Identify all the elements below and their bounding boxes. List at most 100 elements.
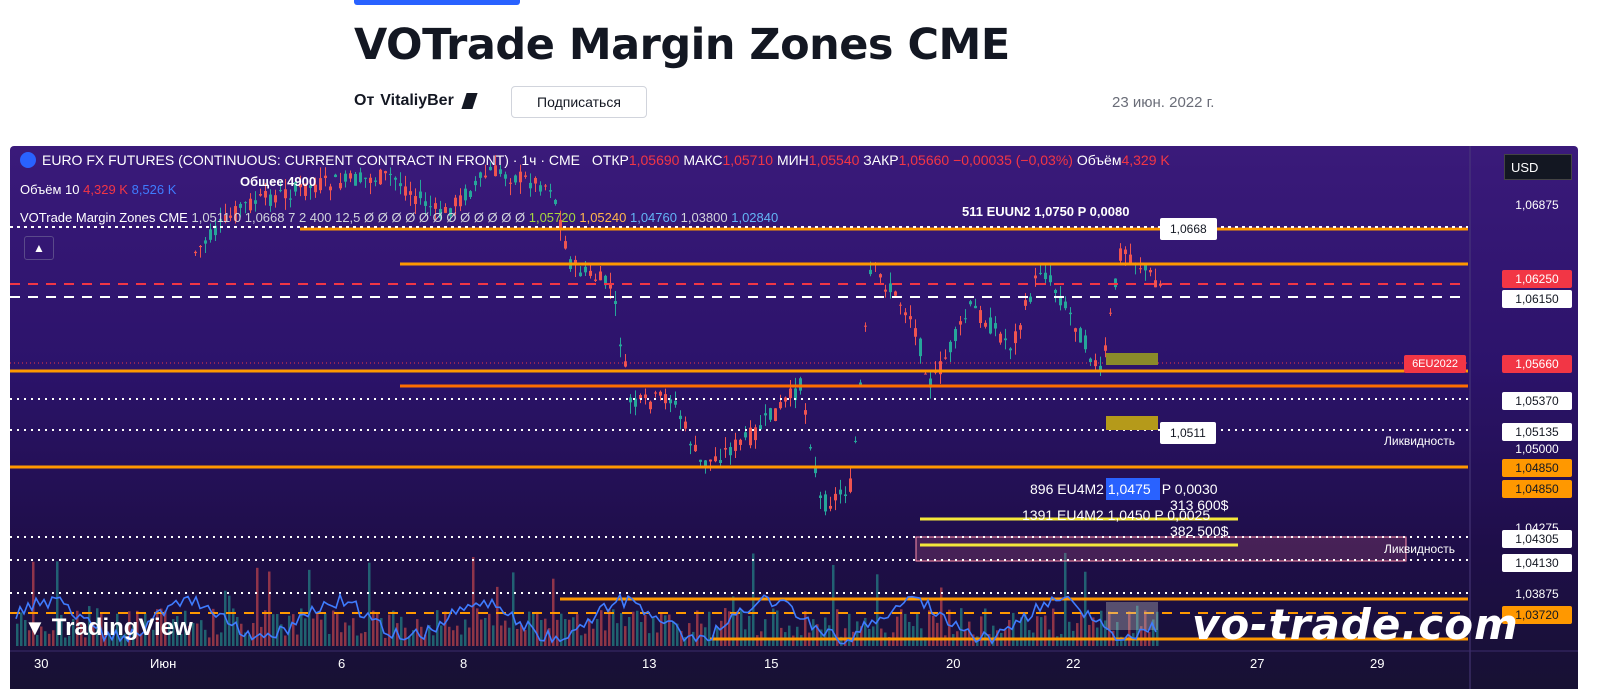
volume-bar: [700, 623, 703, 646]
volume-bar: [124, 633, 127, 646]
candle-body: [804, 410, 807, 415]
candle-body: [494, 165, 497, 177]
candle-body: [839, 489, 842, 495]
volume-bar: [596, 619, 599, 646]
volume-bar: [1156, 611, 1159, 646]
candle-body: [909, 316, 912, 320]
volume-bar: [452, 630, 455, 646]
tradingview-logo[interactable]: ▼ TradingView: [24, 614, 193, 642]
candle-body: [414, 196, 417, 205]
candle-body: [634, 398, 637, 407]
candle-body: [439, 208, 442, 219]
candle-body: [1059, 295, 1062, 306]
candle-body: [334, 174, 337, 178]
author-link[interactable]: VitaliyBer: [380, 92, 454, 109]
volume-bar: [480, 619, 483, 646]
volume-bar: [280, 624, 283, 646]
candle-body: [204, 240, 207, 244]
volume-bar: [232, 608, 235, 646]
zone-box-grey: [1106, 602, 1158, 630]
volume-label: Объём: [1076, 152, 1122, 168]
liquidity-zone-box: [915, 536, 1407, 562]
volume-bar: [424, 634, 427, 646]
candle-body: [994, 323, 997, 329]
candle-body: [229, 215, 232, 218]
volume-bar: [28, 630, 31, 646]
price-axis-label: 1,03720: [1502, 606, 1572, 624]
vol-v1: 4,329 K: [83, 182, 128, 197]
indicator-v1: 1,05720: [528, 210, 576, 225]
candle-body: [304, 183, 307, 196]
volume-bar: [1140, 626, 1143, 646]
volume-bar: [1024, 614, 1027, 646]
volume-bar: [68, 635, 71, 646]
candle-body: [939, 361, 942, 375]
volume-bar: [748, 616, 751, 646]
volume-bar: [44, 631, 47, 646]
volume-bar: [856, 621, 859, 646]
volume-bar: [156, 609, 159, 646]
symbol-price-tag: 6EU2022: [1404, 355, 1466, 373]
candle-body: [1124, 249, 1127, 255]
volume-bar: [724, 608, 727, 646]
time-axis-label: 13: [642, 656, 657, 671]
candle-body: [1154, 280, 1157, 288]
candle-body: [274, 195, 277, 203]
indicator-legend[interactable]: VOTrade Margin Zones CME 1,0511 0 1,0668…: [20, 210, 778, 225]
low-label: МИН: [776, 152, 809, 168]
volume-bar: [772, 608, 775, 646]
indicator-v2: 1,05240: [579, 210, 627, 225]
candle-body: [1019, 325, 1022, 330]
volume-bar: [720, 620, 723, 646]
candle-body: [1024, 300, 1027, 306]
candle-body: [584, 266, 587, 273]
volume-bar: [992, 625, 995, 646]
volume-bar: [132, 625, 135, 646]
volume-bar: [404, 627, 407, 646]
candle-body: [459, 195, 462, 207]
candle-body: [399, 183, 402, 187]
time-axis-label: 6: [338, 656, 346, 671]
candle-body: [689, 443, 692, 446]
price-axis-label: 1,04850: [1502, 480, 1572, 498]
candle-body: [524, 175, 527, 177]
volume-bar: [360, 633, 363, 646]
volume-legend[interactable]: Объём 10 4,329 K 8,526 K: [20, 182, 176, 197]
chart-panel[interactable]: EURO FX FUTURES (CONTINUOUS: CURRENT CON…: [10, 146, 1578, 689]
volume-bar: [632, 611, 635, 646]
volume-bar: [600, 610, 603, 646]
candle-body: [394, 177, 397, 180]
candle-body: [774, 408, 777, 421]
volume-bar: [1020, 617, 1023, 646]
candle-body: [954, 329, 957, 342]
volume-bar: [572, 617, 575, 646]
symbol-legend[interactable]: EURO FX FUTURES (CONTINUOUS: CURRENT CON…: [20, 152, 1170, 168]
subscribe-button[interactable]: Подписаться: [511, 86, 647, 118]
open-value: 1,05690: [628, 152, 680, 168]
currency-selector[interactable]: USD: [1504, 154, 1572, 180]
candle-body: [314, 184, 317, 193]
volume-bar: [636, 610, 639, 646]
volume-bar: [928, 610, 931, 646]
volume-bar: [756, 635, 759, 646]
candle-body: [949, 341, 952, 353]
volume-bar: [284, 635, 287, 646]
volume-bar: [1128, 611, 1131, 646]
site-watermark: vo-trade.com: [1192, 600, 1519, 649]
volume-bar: [168, 622, 171, 646]
candle-body: [824, 494, 827, 512]
volume-bar: [264, 610, 267, 646]
candle-body: [514, 175, 517, 183]
collapse-legend-button[interactable]: ▲: [24, 236, 54, 260]
volume-bar: [712, 635, 715, 646]
volume-bar: [508, 627, 511, 646]
candle-body: [1064, 301, 1067, 309]
volume-bar: [76, 610, 79, 646]
candle-body: [594, 279, 597, 281]
volume-bar: [128, 611, 131, 646]
volume-bar: [32, 561, 35, 646]
candle-body: [1144, 265, 1147, 271]
candle-body: [264, 191, 267, 198]
volume-bar: [204, 629, 207, 646]
candle-body: [324, 175, 327, 179]
